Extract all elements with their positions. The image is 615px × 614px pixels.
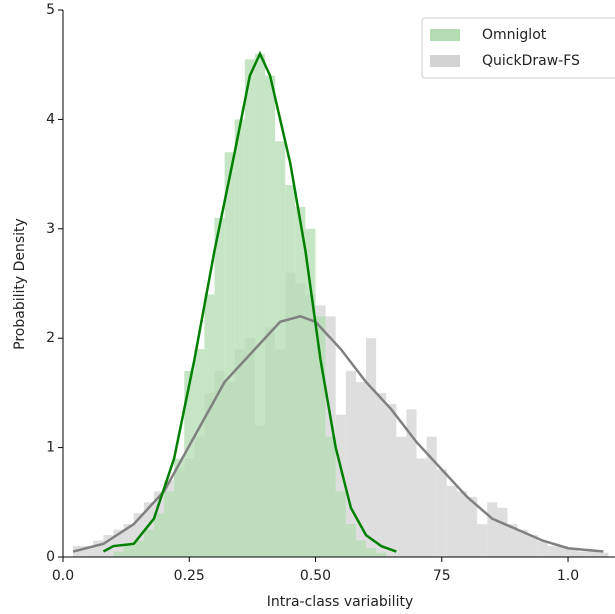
histogram-bar — [507, 524, 518, 557]
histogram-bar — [113, 529, 124, 557]
histogram-bar — [456, 491, 468, 557]
histogram-bar — [123, 524, 134, 557]
histogram-bar — [113, 551, 124, 557]
y-tick-label: 0 — [46, 549, 55, 565]
histogram-bar — [244, 59, 255, 557]
histogram-bar — [224, 152, 235, 557]
histogram-bar — [345, 524, 356, 557]
histogram-bar — [295, 206, 306, 558]
histogram-bar — [568, 548, 579, 557]
histogram-bar — [345, 371, 356, 557]
histogram-bar — [517, 529, 528, 557]
histogram-bar — [446, 485, 457, 557]
histogram-bar — [143, 529, 154, 557]
histogram-bar — [355, 381, 367, 557]
legend-swatch — [430, 29, 460, 41]
histogram-bar — [487, 502, 498, 557]
histogram-bar — [557, 546, 569, 557]
x-tick-label: 75 — [433, 568, 451, 584]
histogram-bar — [355, 540, 367, 557]
y-tick-label: 1 — [46, 440, 55, 456]
histogram-bar — [477, 524, 488, 557]
histogram-bar — [467, 496, 478, 557]
histogram-bar — [335, 491, 346, 557]
histogram-bar — [527, 535, 538, 557]
histogram-bar — [133, 540, 144, 557]
histogram-bar — [164, 491, 175, 557]
histogram-bar — [133, 513, 144, 557]
histogram-bar — [275, 141, 286, 557]
x-tick-label: 0.50 — [300, 568, 331, 584]
histogram-bar — [547, 546, 558, 557]
x-tick-label: 0.25 — [174, 568, 205, 584]
histogram-bar — [325, 436, 336, 557]
histogram-bar — [103, 535, 114, 557]
histogram-bar — [406, 409, 417, 557]
histogram-bar — [305, 228, 316, 558]
y-tick-label: 2 — [46, 330, 55, 346]
histogram-bar — [426, 436, 437, 557]
histogram-bar — [396, 436, 407, 557]
histogram-bar — [254, 53, 266, 557]
histogram-bar — [285, 185, 296, 558]
kde-line — [102, 50, 397, 553]
x-tick-label: 1.0 — [557, 568, 579, 584]
histogram-bar — [204, 294, 215, 557]
y-tick-label: 3 — [46, 221, 55, 237]
legend-swatch — [430, 55, 460, 67]
histogram-bar — [497, 507, 508, 557]
histogram-bar — [436, 469, 447, 557]
histogram-bar — [234, 119, 245, 558]
histogram-bar — [386, 403, 397, 557]
legend-box — [421, 17, 615, 79]
histogram-bar — [416, 458, 427, 557]
histogram-bar — [83, 546, 94, 557]
histogram-bar — [376, 392, 387, 557]
histogram-bar — [174, 458, 185, 557]
x-tick-label: 0.0 — [52, 568, 74, 584]
histogram-bar — [537, 540, 548, 557]
histogram-bar — [315, 316, 326, 557]
legend-label: QuickDraw-FS — [482, 53, 580, 69]
histogram-bar — [184, 371, 195, 557]
histogram-bar — [588, 551, 599, 557]
y-tick-label: 5 — [46, 2, 55, 18]
histogram-bar — [335, 414, 346, 557]
y-tick-label: 4 — [46, 111, 55, 127]
histogram-bar — [153, 513, 165, 557]
histogram-bar — [598, 552, 609, 557]
histogram-bar — [214, 217, 225, 558]
histogram-bar — [194, 349, 205, 557]
histogram-bar — [366, 548, 377, 557]
histogram-bar — [93, 540, 104, 557]
histogram-bar — [366, 338, 377, 557]
histogram-bar — [578, 551, 589, 557]
histogram-bar — [123, 546, 134, 557]
kde-line — [72, 315, 604, 553]
histogram-bar — [265, 75, 276, 557]
y-axis-label: Probability Density — [12, 218, 28, 350]
histogram-bar — [376, 552, 387, 557]
legend-label: Omniglot — [482, 27, 547, 43]
x-axis-label: Intra-class variability — [267, 594, 414, 610]
